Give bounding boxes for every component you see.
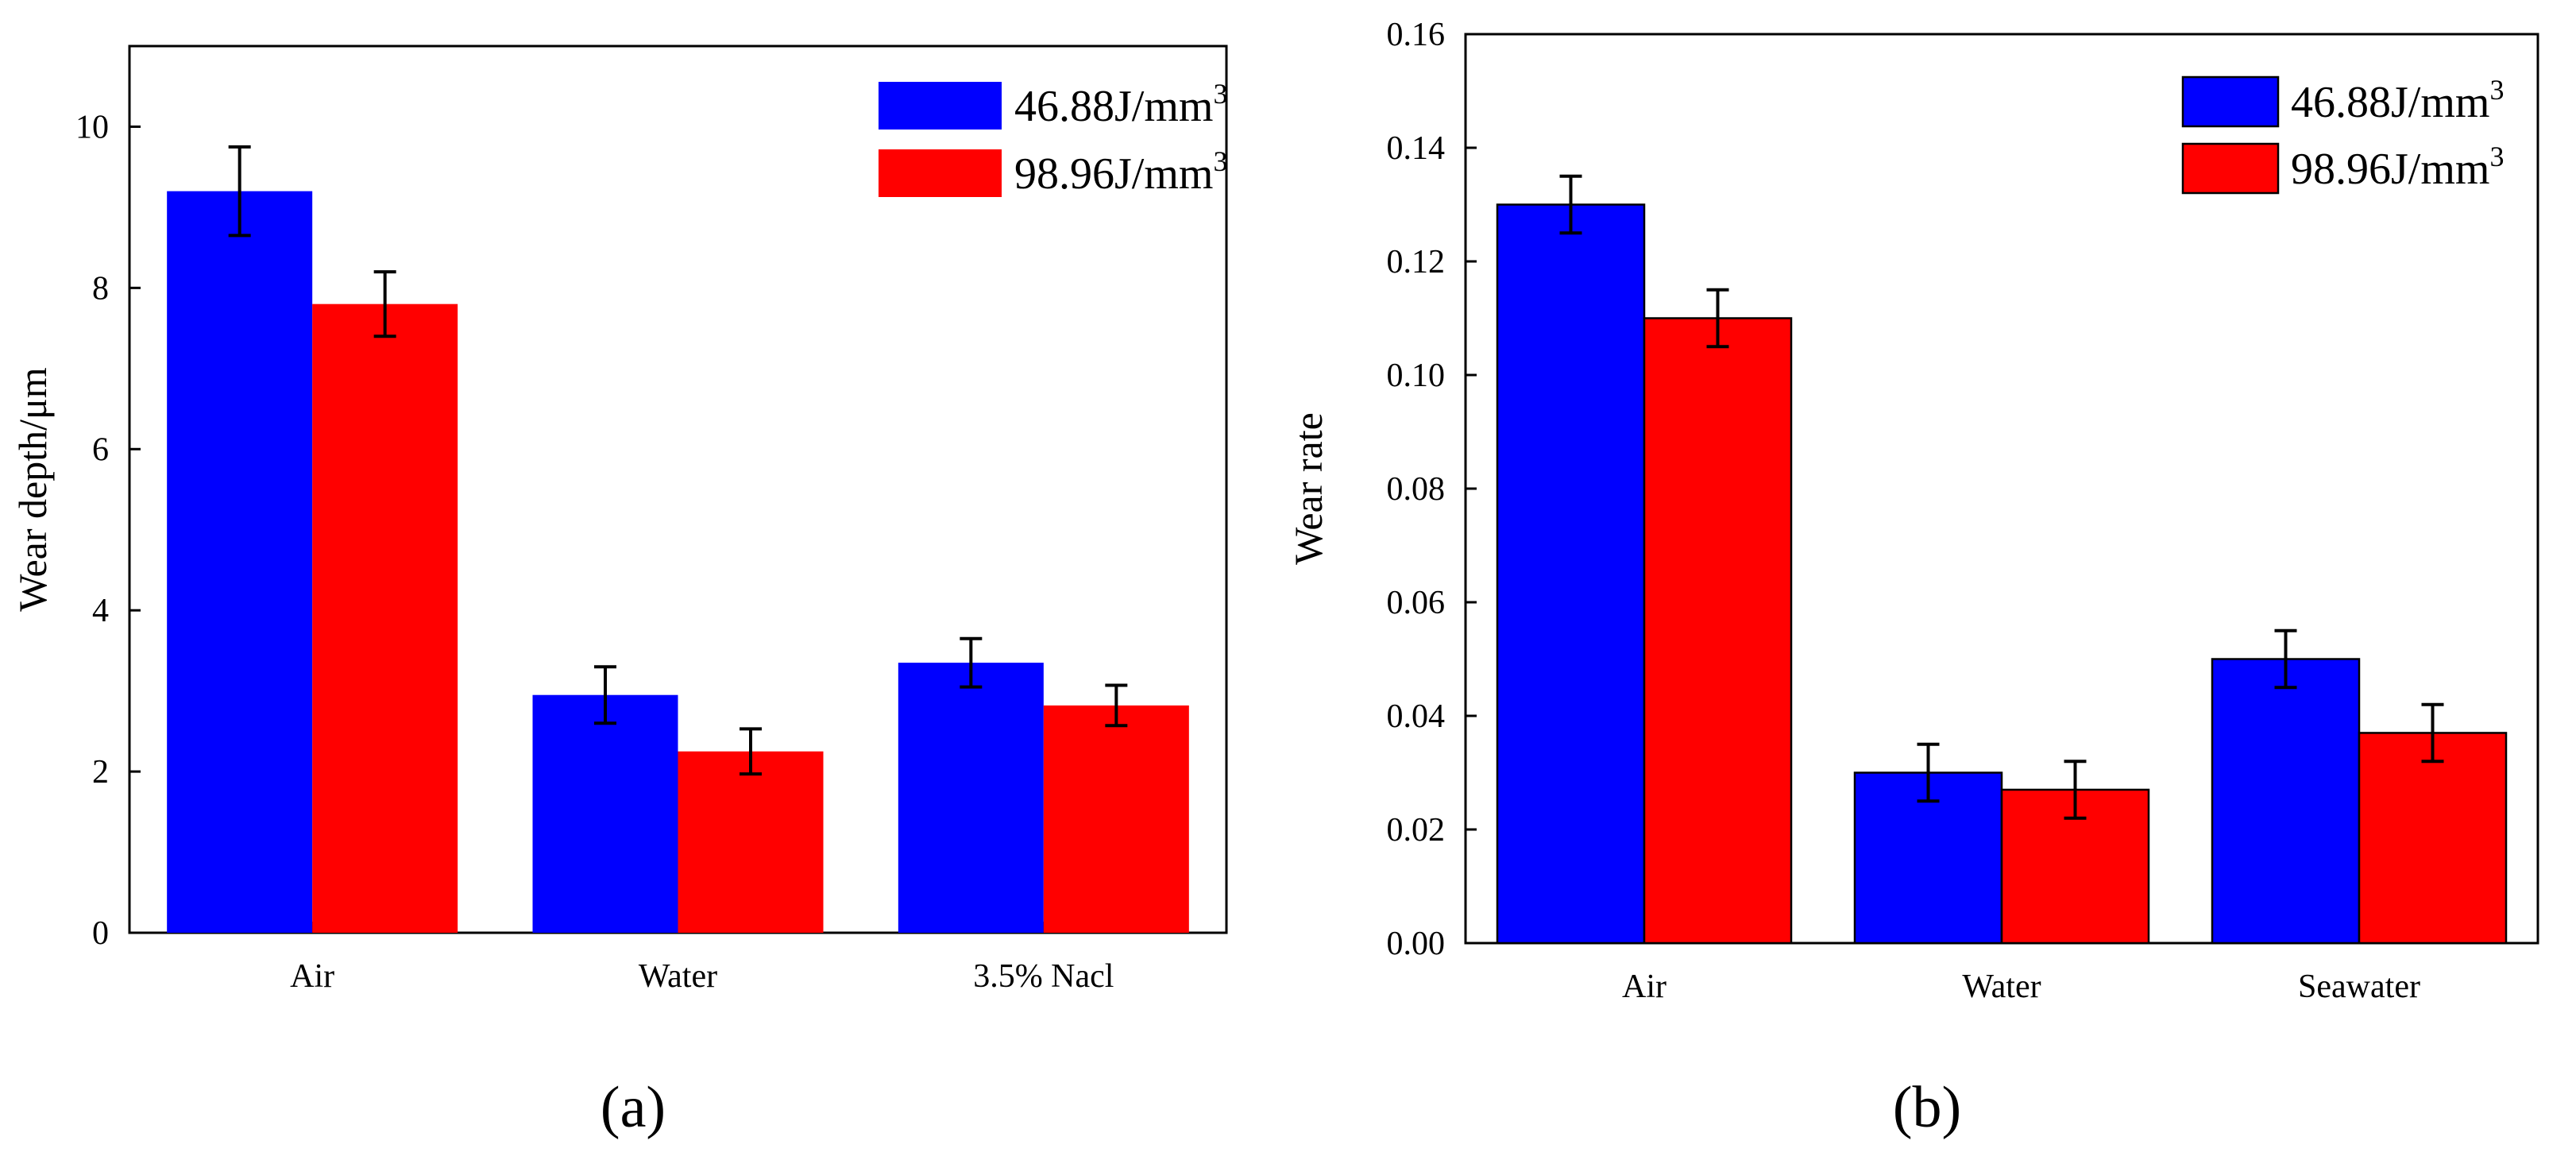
legend-swatch (2181, 75, 2280, 128)
x-category-label: Water (639, 958, 717, 995)
y-tick-label: 0.12 (1387, 244, 1446, 280)
x-category-label: Air (1622, 969, 1666, 1005)
legend-swatch (879, 82, 1002, 130)
legend-label-superscript: 3 (2489, 141, 2504, 172)
y-tick-label: 2 (92, 754, 109, 791)
x-category-label: Air (290, 958, 334, 995)
bar-series2 (312, 304, 458, 933)
y-tick-label: 0.06 (1387, 585, 1446, 621)
x-category-label: Water (1962, 969, 2041, 1005)
y-axis-label: Wear depth/μm (10, 367, 55, 612)
bar-series1 (1496, 203, 1646, 945)
y-tick-label: 0.10 (1387, 358, 1446, 394)
legend-label-text: 98.96J/mm (2291, 145, 2489, 194)
y-tick-label: 10 (75, 109, 109, 145)
chart-panel-b: 0.00 0.02 0.04 0.06 0.08 0.10 0.12 0.14 0.16 Wear… (1286, 17, 2539, 1005)
panel-label-b: (b) (1893, 1075, 1961, 1140)
legend-label-superscript: 3 (1213, 145, 1227, 177)
y-tick-label: 8 (92, 270, 109, 307)
y-tick-label: 0 (92, 915, 109, 952)
x-category-label: Seawater (2298, 969, 2420, 1005)
legend-label: 98.96J/mm3 (1014, 145, 1227, 199)
bar-series1 (898, 663, 1044, 933)
bar-series1 (2211, 658, 2361, 945)
legend-swatch (879, 149, 1002, 197)
legend-label-text: 46.88J/mm (1014, 82, 1213, 131)
bar-series2 (2358, 732, 2508, 945)
bar-series2 (1043, 705, 1189, 933)
x-category-label: 3.5% Nacl (973, 958, 1114, 995)
bar-series1 (167, 191, 313, 934)
legend-label: 46.88J/mm3 (1014, 78, 1227, 131)
legend-swatch (2181, 142, 2280, 195)
legend-label-superscript: 3 (2489, 74, 2504, 106)
legend-label-text: 98.96J/mm (1014, 149, 1213, 199)
y-tick-label: 0.04 (1387, 698, 1446, 735)
y-tick-label: 6 (92, 431, 109, 468)
bar-series2 (1643, 317, 1793, 945)
bar-series2 (678, 751, 824, 933)
panel-label-a: (a) (601, 1075, 666, 1140)
chart-panel-a: 0 2 4 6 8 10 Wear depth/μm Air Water 3.5% Nacl 46.… (10, 44, 1228, 995)
legend-label-text: 46.88J/mm (2291, 78, 2489, 127)
legend-label: 46.88J/mm3 (2291, 74, 2504, 127)
bar-series1 (532, 694, 678, 933)
y-tick-label: 0.02 (1387, 812, 1446, 849)
y-axis-label: Wear rate (1286, 412, 1330, 565)
y-tick-label: 4 (92, 593, 109, 629)
legend-label: 98.96J/mm3 (2291, 141, 2504, 194)
legend-label-superscript: 3 (1213, 78, 1227, 110)
y-tick-label: 0.08 (1387, 471, 1446, 508)
y-tick-label: 0.16 (1387, 17, 1446, 53)
y-tick-label: 0.14 (1387, 130, 1446, 167)
y-tick-label: 0.00 (1387, 926, 1446, 962)
